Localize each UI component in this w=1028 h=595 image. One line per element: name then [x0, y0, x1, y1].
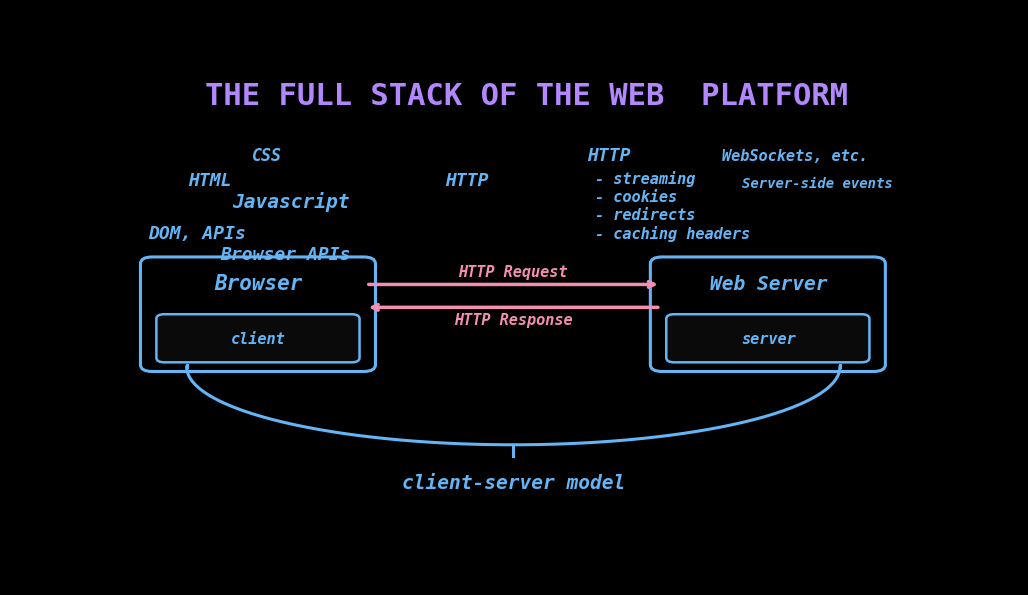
Text: client-server model: client-server model — [402, 474, 625, 493]
Text: CSS: CSS — [252, 147, 282, 165]
Text: HTTP Request: HTTP Request — [458, 265, 568, 280]
Text: Javascript: Javascript — [232, 192, 350, 212]
Text: - streaming: - streaming — [594, 171, 695, 187]
Text: - redirects: - redirects — [594, 208, 695, 223]
Text: Web Server: Web Server — [709, 275, 827, 294]
Text: Browser: Browser — [214, 274, 302, 295]
Text: Server-side events: Server-side events — [742, 177, 892, 190]
Text: - caching headers: - caching headers — [594, 226, 749, 242]
Text: DOM, APIs: DOM, APIs — [148, 225, 247, 243]
Text: HTTP: HTTP — [445, 173, 489, 190]
Text: HTML: HTML — [188, 173, 231, 190]
Text: Browser APIs: Browser APIs — [220, 246, 351, 264]
Text: server: server — [741, 332, 796, 347]
Text: client: client — [231, 332, 286, 347]
Text: HTTP: HTTP — [587, 147, 630, 165]
Text: WebSockets, etc.: WebSockets, etc. — [722, 149, 868, 164]
FancyBboxPatch shape — [156, 314, 360, 362]
Text: HTTP Response: HTTP Response — [454, 313, 573, 328]
Text: - cookies: - cookies — [594, 190, 676, 205]
Text: THE FULL STACK OF THE WEB  PLATFORM: THE FULL STACK OF THE WEB PLATFORM — [206, 82, 848, 111]
FancyBboxPatch shape — [666, 314, 870, 362]
